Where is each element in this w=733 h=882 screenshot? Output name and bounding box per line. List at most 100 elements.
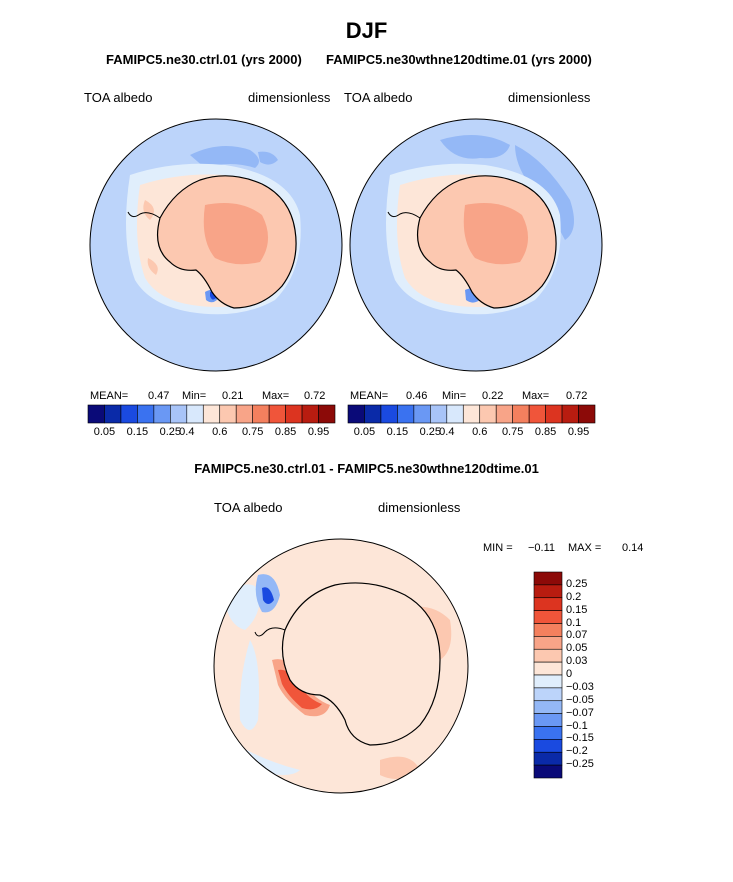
left-colorbar-swatch bbox=[318, 404, 336, 424]
diff-colorbar-swatch bbox=[533, 584, 563, 599]
left-min-label: Min= bbox=[182, 390, 207, 402]
diff-min-label: MIN = bbox=[483, 542, 513, 554]
left-mean-label: MEAN= bbox=[90, 390, 129, 402]
diff-colorbar-label: 0.15 bbox=[566, 603, 588, 616]
right-colorbar-swatch bbox=[512, 404, 530, 424]
diff-colorbar-label: −0.07 bbox=[566, 706, 594, 719]
right-colorbar-swatch bbox=[545, 404, 563, 424]
left-colorbar-swatch bbox=[202, 404, 221, 424]
diff-colorbar-swatch bbox=[533, 764, 563, 779]
diff-variable-label: TOA albedo bbox=[214, 500, 283, 515]
left-map bbox=[89, 118, 343, 372]
left-colorbar-swatch bbox=[235, 404, 253, 424]
left-colorbar-swatch bbox=[252, 404, 270, 424]
diff-colorbar-label: −0.03 bbox=[566, 680, 594, 693]
right-colorbar-tick-label: 0.05 bbox=[353, 426, 376, 438]
left-colorbar-tick-label: 0.75 bbox=[241, 426, 264, 438]
diff-colorbar-swatch bbox=[533, 713, 563, 727]
right-colorbar-tick-label: 0.75 bbox=[501, 426, 524, 438]
diff-colorbar-swatch bbox=[533, 661, 563, 676]
diff-max-value: 0.14 bbox=[622, 542, 644, 554]
left-colorbar-swatch bbox=[104, 404, 122, 424]
left-colorbar-tick-label: 0.95 bbox=[307, 426, 330, 438]
diff-colorbar-label: −0.05 bbox=[566, 693, 594, 706]
right-colorbar-swatch bbox=[495, 404, 513, 424]
left-mean-value: 0.47 bbox=[148, 390, 170, 402]
left-colorbar-swatch bbox=[137, 404, 155, 424]
diff-colorbar-label: −0.15 bbox=[566, 732, 594, 745]
right-colorbar-tick-label: 0.85 bbox=[534, 426, 557, 438]
diff-colorbar-swatch bbox=[533, 571, 563, 586]
diff-colorbar-label: −0.1 bbox=[566, 719, 588, 732]
right-max-value: 0.72 bbox=[566, 390, 588, 402]
left-colorbar-swatch bbox=[268, 404, 286, 424]
diff-max-label: MAX = bbox=[568, 542, 602, 554]
left-colorbar-swatch bbox=[301, 404, 319, 424]
diff-colorbar-label: 0.07 bbox=[566, 629, 588, 642]
right-colorbar-swatch bbox=[479, 404, 497, 424]
diff-colorbar-swatch bbox=[533, 700, 563, 714]
diff-colorbar-swatch bbox=[533, 636, 563, 650]
right-colorbar-swatch bbox=[446, 404, 464, 424]
left-colorbar-swatch bbox=[170, 404, 188, 424]
left-max-value: 0.72 bbox=[304, 390, 326, 402]
right-mean-label: MEAN= bbox=[350, 390, 389, 402]
case1-title: FAMIPC5.ne30.ctrl.01 (yrs 2000) bbox=[106, 52, 302, 67]
left-colorbar-swatch bbox=[285, 404, 303, 424]
left-colorbar-tick-label: 0.05 bbox=[93, 426, 116, 438]
diff-colorbar-label: 0.03 bbox=[566, 655, 588, 668]
diff-colorbar-label: −0.2 bbox=[566, 745, 588, 758]
right-colorbar-swatch bbox=[578, 404, 596, 424]
right-map bbox=[349, 118, 603, 372]
diff-colorbar-label: 0.1 bbox=[566, 616, 582, 629]
diff-colorbar-label: 0.25 bbox=[566, 577, 588, 590]
left-min-value: 0.21 bbox=[222, 390, 244, 402]
left-colorbar-swatch bbox=[219, 404, 237, 424]
right-min-value: 0.22 bbox=[482, 390, 504, 402]
left-colorbar-swatch bbox=[186, 404, 204, 424]
left-colorbar-tick-label: 0.25 bbox=[159, 426, 182, 438]
left-colorbar-tick-label: 0.15 bbox=[126, 426, 149, 438]
diff-colorbar-label: 0.05 bbox=[566, 642, 588, 655]
diff-colorbar-swatch bbox=[533, 739, 563, 753]
right-colorbar bbox=[347, 404, 596, 424]
right-min-label: Min= bbox=[442, 390, 467, 402]
diff-colorbar-label: 0 bbox=[566, 668, 573, 680]
left-colorbar-tick-label: 0.85 bbox=[274, 426, 297, 438]
right-colorbar-tick-label: 0.95 bbox=[567, 426, 590, 438]
left-colorbar-swatch bbox=[120, 404, 138, 424]
left-colorbar-tick-label: 0.4 bbox=[179, 426, 195, 438]
right-variable-label: TOA albedo bbox=[344, 90, 413, 105]
right-units-label: dimensionless bbox=[508, 90, 591, 105]
right-colorbar-tick-label: 0.25 bbox=[419, 426, 442, 438]
right-colorbar-swatch bbox=[397, 404, 415, 424]
right-mean-value: 0.46 bbox=[406, 390, 428, 402]
diff-colorbar-label: 0.2 bbox=[566, 590, 582, 603]
left-colorbar-swatch bbox=[153, 404, 171, 424]
diff-colorbar-swatch bbox=[533, 648, 563, 663]
left-colorbar-swatch bbox=[87, 404, 105, 424]
right-max-label: Max= bbox=[522, 390, 550, 402]
right-colorbar-swatch bbox=[413, 404, 431, 424]
diff-min-value: −0.11 bbox=[528, 542, 556, 554]
diff-map bbox=[213, 538, 469, 794]
left-units-label: dimensionless bbox=[248, 90, 331, 105]
right-colorbar-swatch bbox=[462, 404, 481, 424]
left-colorbar bbox=[87, 404, 336, 424]
diff-colorbar-swatch bbox=[533, 726, 563, 740]
right-colorbar-tick-label: 0.15 bbox=[386, 426, 409, 438]
diff-title: FAMIPC5.ne30.ctrl.01 - FAMIPC5.ne30wthne… bbox=[194, 461, 539, 476]
right-colorbar-swatch bbox=[364, 404, 382, 424]
right-colorbar-swatch bbox=[561, 404, 579, 424]
right-colorbar-swatch bbox=[380, 404, 398, 424]
right-colorbar-swatch bbox=[528, 404, 546, 424]
left-colorbar-tick-label: 0.6 bbox=[212, 426, 228, 438]
diff-colorbar-swatch bbox=[533, 610, 563, 624]
left-variable-label: TOA albedo bbox=[84, 90, 153, 105]
right-colorbar-tick-label: 0.6 bbox=[472, 426, 488, 438]
figure-title: DJF bbox=[345, 18, 388, 43]
diff-colorbar-label: −0.25 bbox=[566, 758, 594, 771]
case2-title: FAMIPC5.ne30wthne120dtime.01 (yrs 2000) bbox=[326, 52, 592, 67]
diff-colorbar-swatch bbox=[533, 674, 563, 689]
